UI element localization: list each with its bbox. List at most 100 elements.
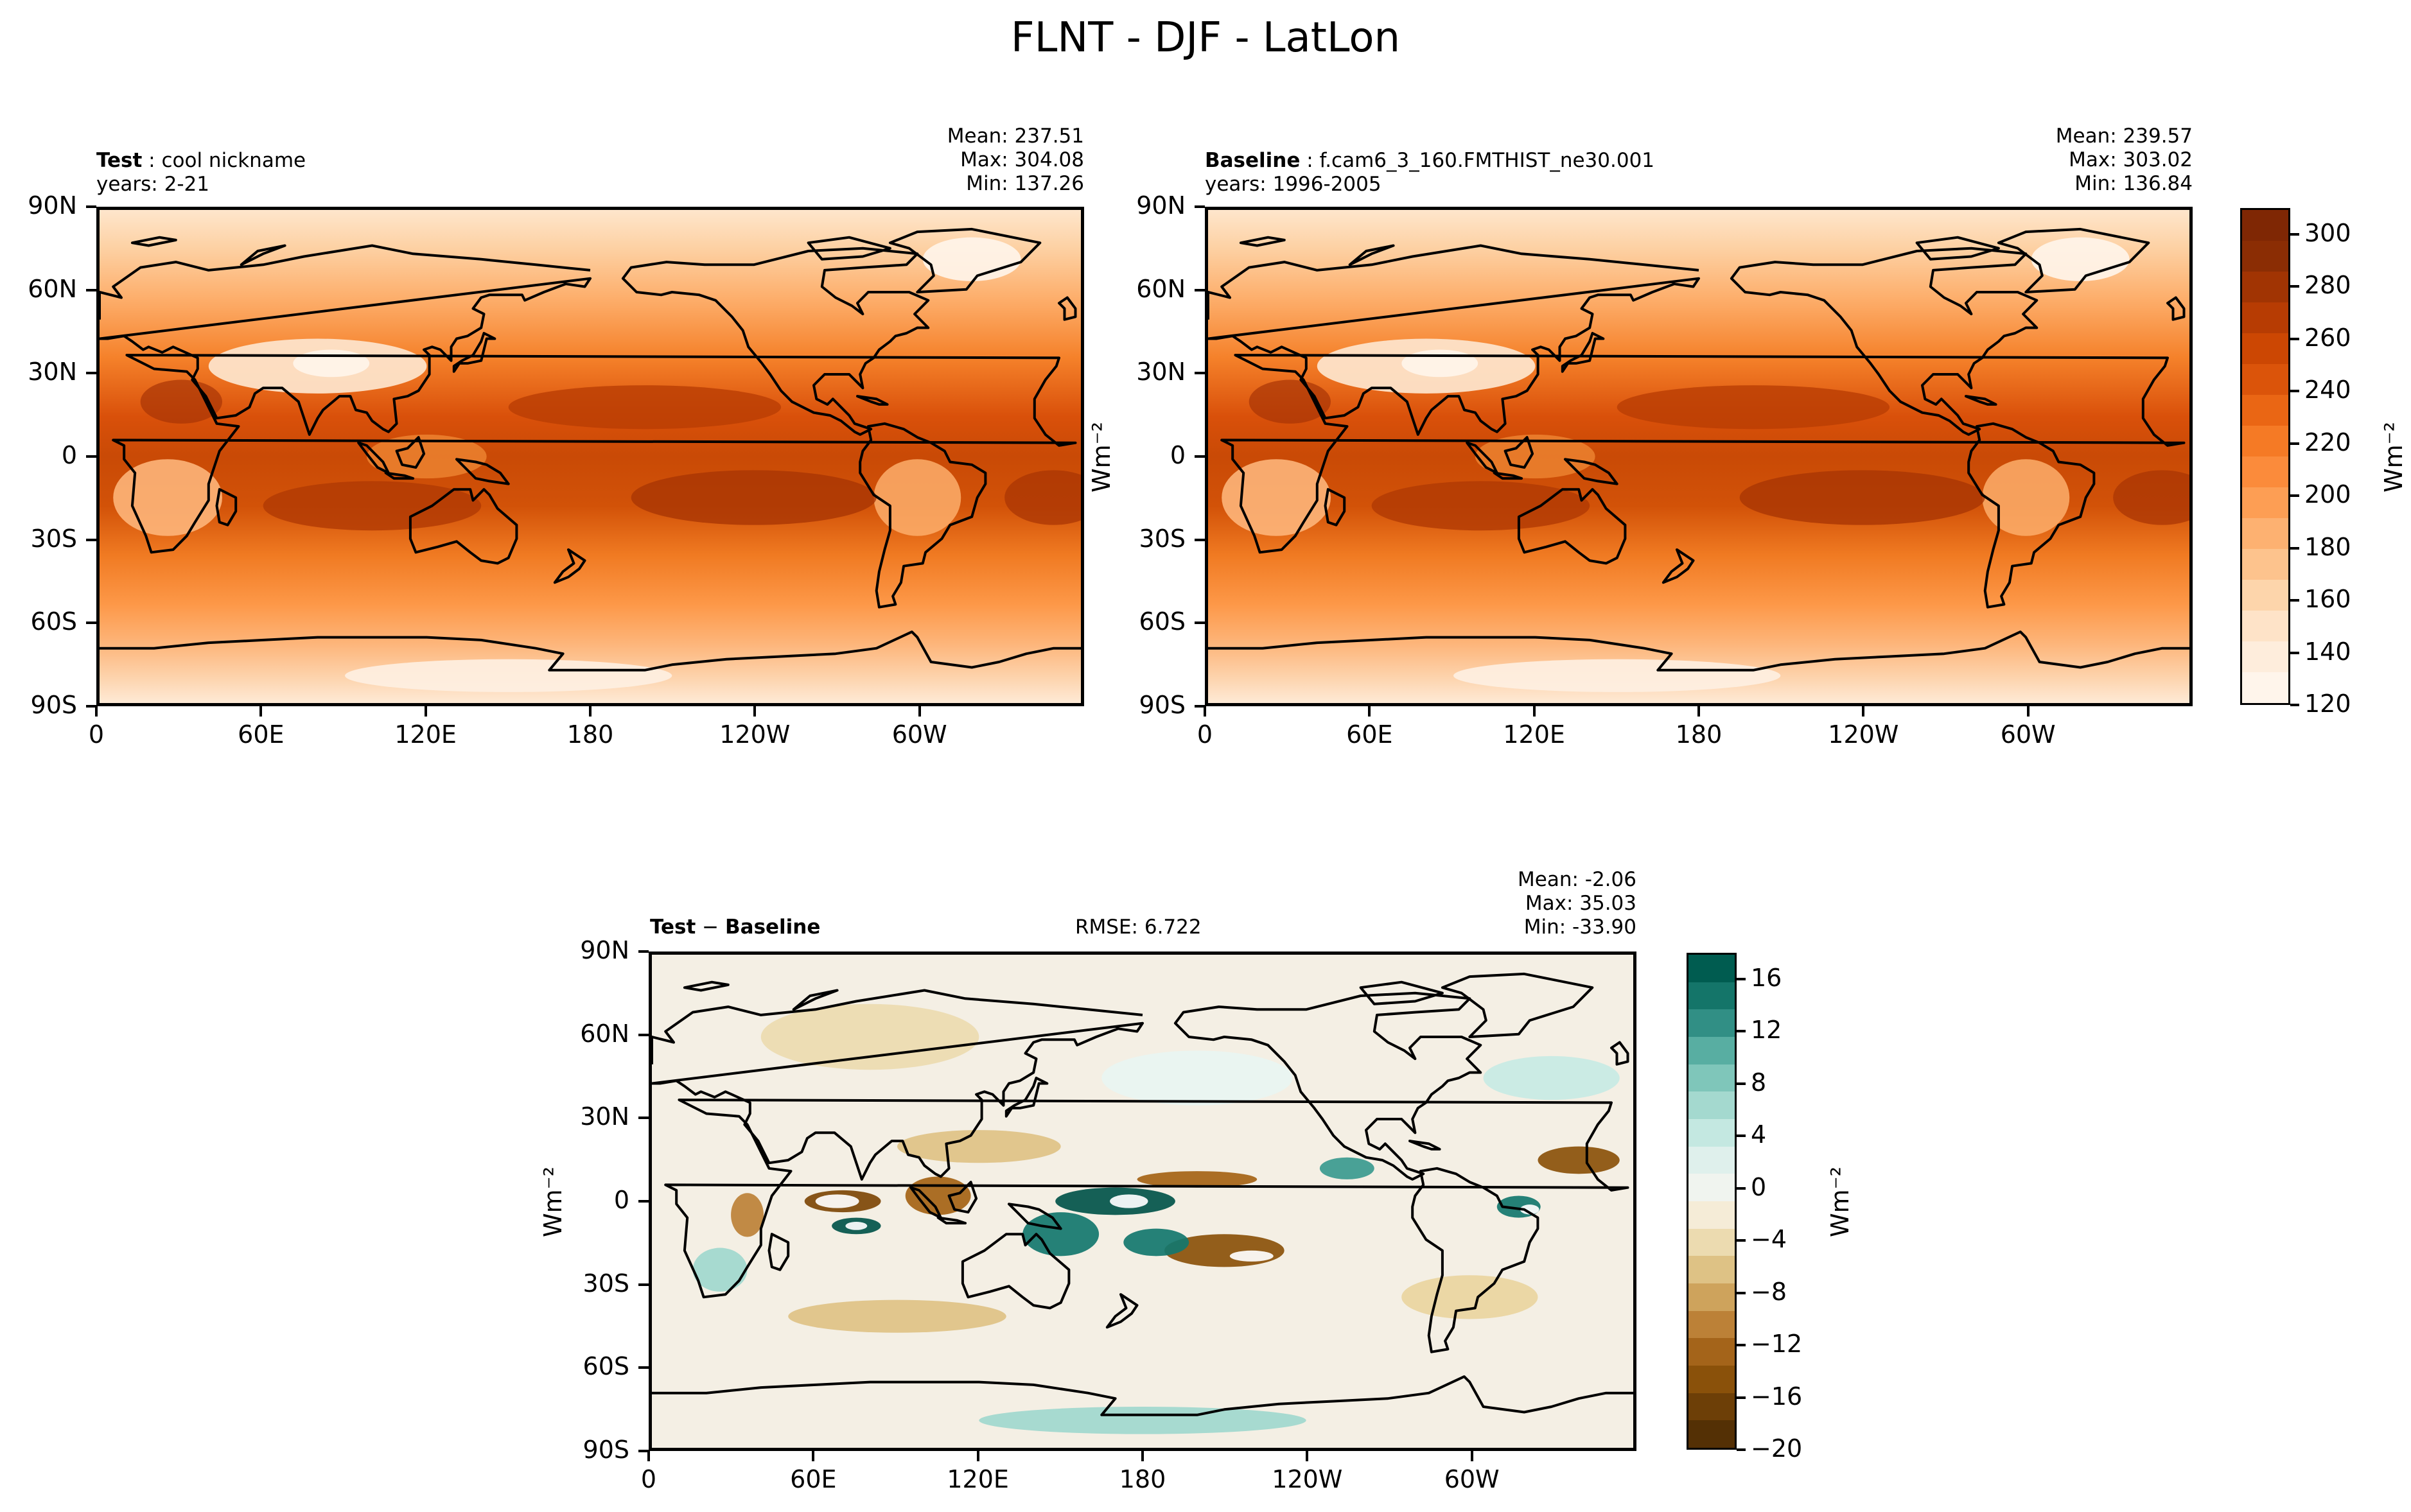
xtick-mark: [1697, 706, 1700, 717]
coastline-nz: [553, 548, 586, 584]
test-years: years: 2-21: [96, 173, 209, 196]
colorbar-tick-mark: [1737, 1134, 1746, 1138]
baseline-map-plot: [1205, 207, 2193, 706]
xtick-label: 120W: [719, 720, 791, 749]
ytick-mark: [638, 1450, 649, 1452]
ytick-mark: [638, 1366, 649, 1369]
xtick-mark: [976, 1451, 979, 1461]
xtick-mark: [1862, 706, 1865, 717]
ytick-mark: [1195, 372, 1205, 375]
ytick-mark: [86, 538, 96, 541]
coastline-eurasia_s: [652, 1021, 1144, 1181]
ytick-label: 60S: [583, 1352, 629, 1381]
colorbar-tick-label: 220: [2304, 428, 2351, 456]
diff-coastlines: [652, 972, 1633, 1416]
xtick-label: 0: [88, 720, 105, 749]
colorbar-segment: [2242, 672, 2288, 703]
coastline-indo2: [936, 1216, 967, 1225]
anomaly-eafrica-neg: [731, 1193, 764, 1237]
colorbar-segment: [1688, 955, 1735, 982]
field-antarctic-light: [345, 659, 672, 692]
xtick-label: 120E: [947, 1465, 1009, 1493]
ytick-mark: [1195, 621, 1205, 625]
colorbar-segment: [1688, 1283, 1735, 1311]
ytick-mark: [638, 1283, 649, 1286]
ytick-mark: [1195, 705, 1205, 708]
anomaly-io-pos-core: [845, 1222, 868, 1230]
colorbar-segment: [2242, 241, 2288, 272]
test-name-value: cool nickname: [161, 149, 306, 172]
coastline-eurasia_w: [100, 244, 591, 320]
field-greenland-light: [922, 237, 1021, 281]
ytick-label: 0: [613, 1186, 629, 1214]
baseline-map-structure: [1222, 237, 2189, 692]
test-map-plot: [96, 207, 1084, 706]
field-satlantic-dark: [2113, 470, 2189, 525]
coastline-png: [1564, 458, 1618, 485]
colorbar-segment: [1688, 1174, 1735, 1201]
ytick-mark: [86, 621, 96, 625]
xtick-label: 0: [640, 1465, 657, 1493]
xtick-mark: [918, 706, 921, 717]
colorbar-segment: [2242, 641, 2288, 672]
coastline-japan: [452, 332, 496, 373]
colorbar-tick-label: −12: [1751, 1330, 1803, 1359]
colorbar-segment: [1688, 1228, 1735, 1256]
xtick-label: 120W: [1272, 1465, 1343, 1493]
coastline-arctic_isl: [1915, 236, 2000, 261]
field-maritime-light: [1475, 434, 1595, 479]
coastline-nova_zemlya: [792, 989, 839, 1011]
coastline-madagascar: [215, 488, 238, 526]
coastline-uk: [1610, 1041, 1629, 1066]
ytick-mark: [1195, 455, 1205, 458]
test-map-field: [100, 210, 1081, 703]
coastline-greenland: [1441, 972, 1594, 1038]
field-npacific-dark: [508, 385, 782, 430]
xtick-label: 180: [566, 720, 614, 749]
test-stats: Mean: 237.51 Max: 304.08 Min: 137.26: [835, 125, 1084, 196]
colorbar-tick-label: 12: [1751, 1016, 1782, 1045]
field-tibet-core: [1401, 349, 1478, 378]
anomaly-spac-pos: [1123, 1228, 1189, 1256]
anomaly-npac-pos: [1101, 1050, 1293, 1106]
coastline-arctic_isl: [1359, 980, 1444, 1005]
diff-ylabel: Wm⁻²: [538, 1167, 567, 1237]
colorbar-tick-label: 120: [2304, 690, 2351, 718]
ytick-mark: [86, 288, 96, 291]
field-greenland-light: [2031, 237, 2130, 281]
xtick-mark: [259, 706, 263, 717]
coastline-namerica: [621, 247, 930, 436]
colorbar-tick-mark: [2290, 651, 2299, 654]
ytick-mark: [86, 705, 96, 708]
colorbar-segment: [1688, 1064, 1735, 1092]
colorbar-segment: [2242, 364, 2288, 395]
diff-name-value: Baseline: [725, 916, 821, 939]
anomaly-wio-core: [815, 1194, 859, 1208]
colorbar-segment: [2242, 395, 2288, 426]
coastline-japan: [1561, 332, 1605, 373]
test-mean: Mean: 237.51: [947, 125, 1084, 148]
coastline-caribbean: [1965, 395, 1997, 406]
coastline-eurasia_w: [1208, 244, 1699, 320]
coastline-madagascar: [767, 1233, 790, 1271]
diff-map-structure: [692, 1004, 1620, 1434]
ytick-mark: [638, 950, 649, 953]
coastline-antarctica_line: [100, 630, 1081, 672]
xtick-mark: [1141, 1451, 1144, 1461]
coastline-namerica: [1173, 991, 1482, 1181]
coastline-png: [455, 458, 510, 485]
baseline-colorbar-label: Wm⁻²: [2379, 422, 2408, 492]
coastline-australia: [408, 488, 518, 565]
anomaly-antarctic-pos: [979, 1407, 1306, 1434]
colorbar-tick-label: 4: [1751, 1120, 1767, 1149]
colorbar-segment: [1688, 982, 1735, 1010]
colorbar-tick-mark: [1737, 1344, 1746, 1347]
coastline-samerica: [1967, 422, 2096, 609]
test-map-structure: [113, 237, 1081, 692]
coastline-uk: [2166, 296, 2186, 321]
test-coastlines: [100, 227, 1081, 672]
coastline-samerica: [1411, 1167, 1539, 1353]
anomaly-brazil-core: [1520, 1204, 1539, 1215]
coastline-eurasia_w: [652, 989, 1143, 1064]
colorbar-tick-mark: [2290, 442, 2299, 445]
